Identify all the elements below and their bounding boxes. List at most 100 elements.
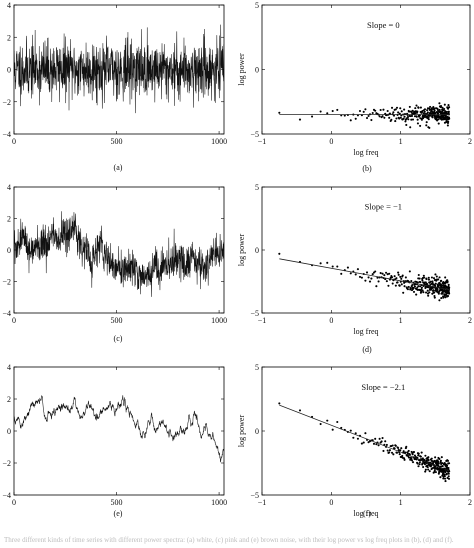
data-point — [425, 121, 428, 124]
data-point — [440, 297, 443, 300]
data-point — [364, 279, 367, 282]
data-point — [390, 451, 394, 454]
panel-label: (b) — [362, 164, 372, 173]
data-point — [443, 475, 446, 478]
data-point — [388, 449, 391, 452]
data-point — [400, 277, 403, 280]
data-point — [439, 283, 443, 286]
x-tick-label: 0 — [12, 498, 16, 507]
data-point — [438, 282, 441, 285]
data-point — [383, 274, 386, 277]
data-point — [439, 476, 442, 479]
x-tick-label: 1000 — [211, 498, 227, 507]
data-point — [445, 464, 449, 467]
data-point — [278, 402, 281, 405]
panel-label: (e) — [114, 509, 123, 518]
data-point — [394, 284, 397, 287]
data-point — [368, 280, 372, 283]
data-point — [432, 277, 436, 280]
data-point — [394, 444, 397, 447]
panel-f: −1 0 1 2 −5 0 5 log freq log power Slope = −2.1 (f… — [237, 363, 472, 518]
data-point — [364, 432, 367, 435]
data-point — [397, 446, 400, 450]
series-line — [14, 211, 224, 297]
data-point — [409, 287, 412, 290]
data-point — [431, 280, 434, 283]
data-point — [392, 114, 396, 117]
data-point — [423, 108, 427, 111]
data-point — [414, 107, 417, 110]
data-point — [378, 115, 381, 118]
data-point — [404, 276, 407, 279]
data-point — [319, 262, 322, 265]
panel-label: (c) — [114, 334, 123, 343]
data-point — [354, 273, 357, 276]
data-point — [435, 275, 438, 278]
data-point — [381, 115, 384, 118]
data-point — [441, 292, 444, 295]
data-point — [426, 466, 429, 469]
data-point — [399, 107, 402, 110]
data-point — [410, 118, 413, 121]
data-point — [448, 292, 451, 295]
data-point — [415, 104, 418, 107]
x-tick-label: 2 — [468, 498, 472, 507]
data-point — [446, 280, 449, 283]
data-point — [360, 442, 363, 445]
data-point — [447, 110, 450, 113]
data-point — [423, 463, 427, 466]
data-point — [395, 451, 399, 454]
y-tick-label: −5 — [250, 130, 259, 139]
data-point — [421, 279, 424, 282]
x-tick-label: −1 — [258, 316, 267, 325]
panel-c: 0 500 1000 −4 −2 0 2 4 (c) — [2, 183, 227, 343]
data-point — [422, 466, 425, 469]
data-point — [403, 108, 406, 111]
data-point — [419, 455, 422, 458]
data-point — [399, 116, 402, 119]
fit-line — [279, 404, 450, 472]
data-point — [397, 273, 400, 276]
data-point — [434, 471, 437, 474]
data-point — [405, 445, 408, 448]
data-point — [370, 277, 373, 280]
data-point — [371, 111, 374, 115]
slope-annotation: Slope = −1 — [365, 202, 402, 212]
data-point — [442, 296, 445, 299]
y-tick-label: 2 — [7, 395, 11, 404]
data-point — [423, 115, 426, 119]
data-point — [408, 270, 411, 273]
data-point — [378, 437, 381, 440]
data-point — [354, 117, 357, 120]
data-point — [443, 103, 446, 106]
data-point — [437, 292, 440, 295]
data-point — [447, 466, 450, 470]
data-point — [397, 449, 400, 452]
data-point — [399, 449, 402, 452]
data-point — [374, 109, 377, 112]
data-point — [392, 453, 395, 456]
x-tick-label: 1 — [399, 498, 403, 507]
data-point — [427, 294, 430, 297]
data-point — [398, 112, 401, 115]
data-point — [412, 286, 415, 290]
data-point — [410, 459, 414, 462]
data-point — [349, 119, 352, 122]
data-point — [407, 449, 410, 452]
data-point — [419, 285, 422, 288]
y-tick-label: 5 — [255, 363, 259, 372]
data-point — [429, 105, 432, 108]
data-point — [421, 289, 424, 292]
x-tick-label: 500 — [111, 137, 123, 146]
data-point — [447, 107, 450, 110]
data-point — [416, 281, 419, 284]
data-point — [433, 469, 436, 472]
data-point — [365, 271, 369, 274]
data-point — [364, 108, 367, 111]
data-point — [428, 291, 431, 294]
data-point — [379, 108, 382, 112]
data-point — [403, 285, 406, 288]
data-point — [388, 112, 391, 115]
data-point — [418, 277, 421, 280]
data-point — [440, 456, 443, 459]
